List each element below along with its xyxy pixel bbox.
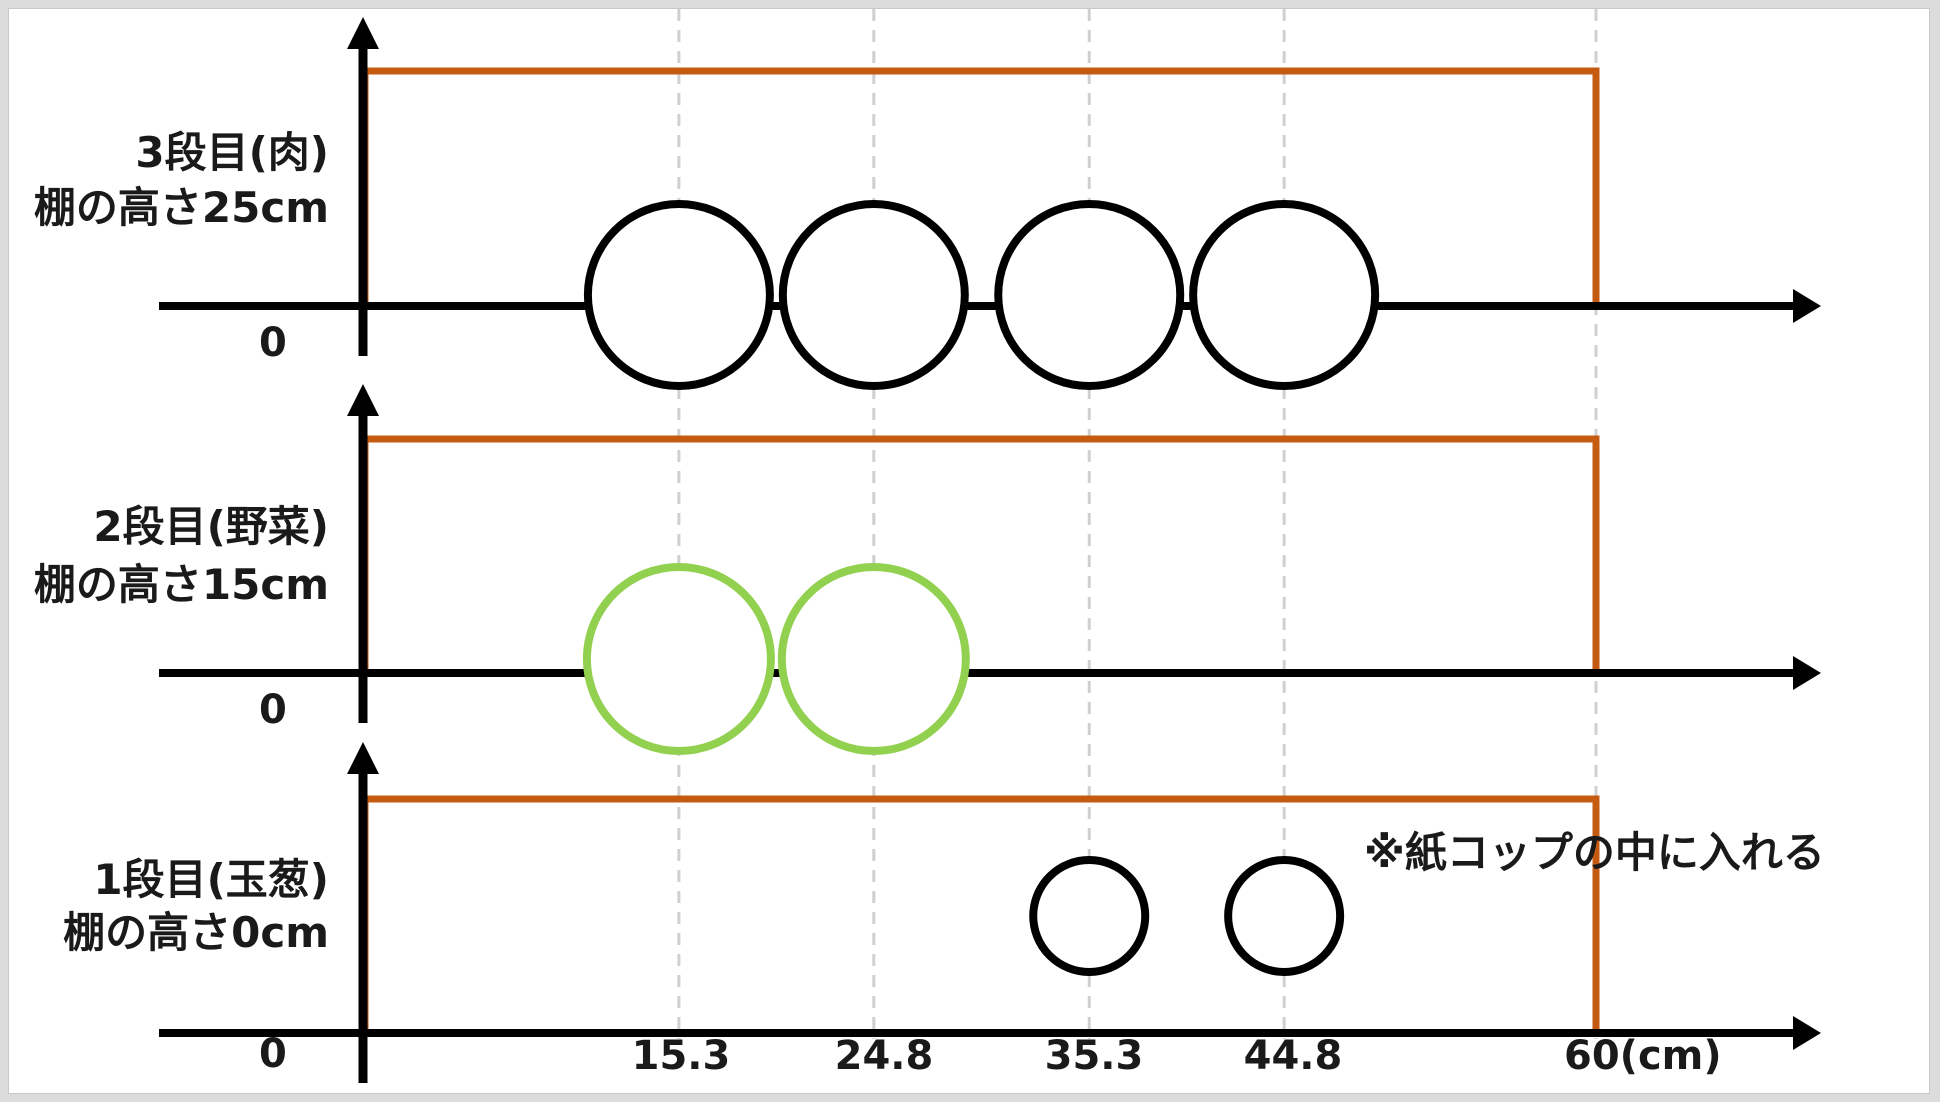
- shelf-3-height-label: 棚の高さ25cm: [34, 183, 329, 232]
- shelf-3-panel: [361, 67, 1600, 310]
- shelf-1-zero-label: 0: [259, 1031, 287, 1077]
- x-axis-arrowhead: [1793, 289, 1821, 323]
- shelf-3-item-circle: [778, 200, 969, 390]
- shelf-2-item-circle: [582, 563, 775, 755]
- y-axis-arrowhead: [347, 742, 379, 774]
- shelf-2-title: 2段目(野菜): [93, 502, 329, 551]
- y-axis-arrowhead: [347, 17, 379, 49]
- shelf-2-height-label: 棚の高さ15cm: [34, 560, 329, 609]
- shelf-2-item-circle: [777, 563, 970, 755]
- shelf-diagram: 3段目(肉) 棚の高さ25cm 0 2段目(野菜) 棚の高さ15cm 0 1段目…: [34, 9, 1825, 1083]
- axes: [159, 17, 1821, 1083]
- slide: 3段目(肉) 棚の高さ25cm 0 2段目(野菜) 棚の高さ15cm 0 1段目…: [8, 8, 1930, 1094]
- x-end-label: 60(cm): [1564, 1033, 1722, 1079]
- shelf-1-item-circle: [1224, 856, 1345, 976]
- shelf-3-item-circle: [583, 200, 774, 390]
- x-tick-label: 15.3: [632, 1033, 731, 1079]
- x-axis-arrowhead: [1793, 656, 1821, 690]
- x-tick-label: 35.3: [1045, 1033, 1144, 1079]
- x-axis-arrowhead: [1793, 1016, 1821, 1050]
- shelf-panels: [361, 67, 1600, 1037]
- shelf-3-item-circle: [994, 200, 1185, 390]
- shelf-3-zero-label: 0: [259, 320, 287, 366]
- shelf-1-item-circle: [1029, 856, 1150, 976]
- x-tick-label: 44.8: [1244, 1033, 1343, 1079]
- x-tick-label: 24.8: [835, 1033, 934, 1079]
- shelf-1-title: 1段目(玉葱): [93, 855, 329, 904]
- shelf-2-zero-label: 0: [259, 687, 287, 733]
- shelf-2-panel: [361, 435, 1600, 677]
- shelf-1-height-label: 棚の高さ0cm: [63, 908, 329, 957]
- items: [582, 200, 1380, 976]
- note-text: ※紙コップの中に入れる: [1364, 828, 1825, 877]
- shelf-3-title: 3段目(肉): [135, 128, 329, 177]
- shelf-3-item-circle: [1189, 200, 1380, 390]
- y-axis-arrowhead: [347, 384, 379, 416]
